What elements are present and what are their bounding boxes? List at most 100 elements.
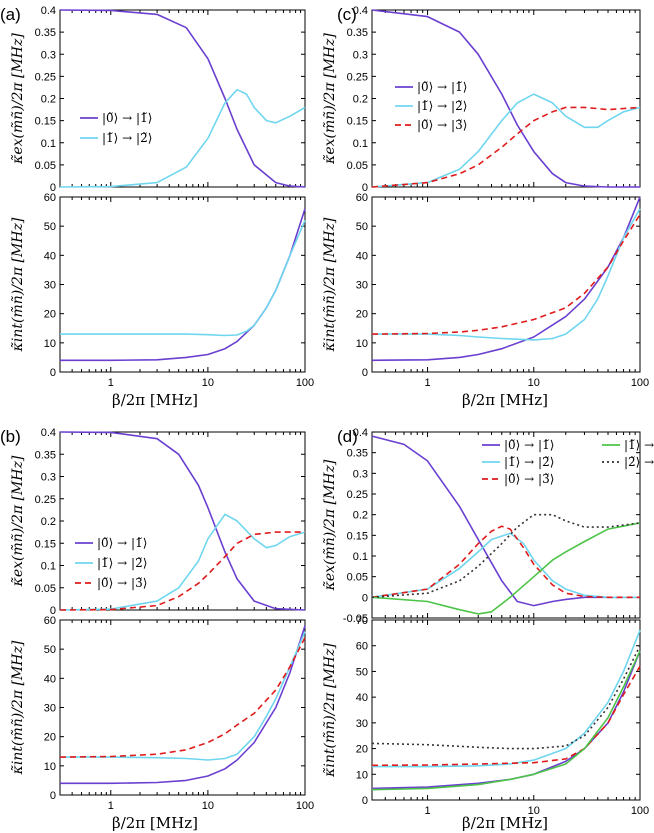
y-tick-label: 0.3 <box>353 49 368 61</box>
y-tick-label: 20 <box>44 309 56 321</box>
y-tick-label: 0.1 <box>353 551 368 563</box>
y-tick-label: 0.35 <box>347 27 368 39</box>
legend-entry-label: |0̃⟩ → |1̃⟩ <box>102 111 152 125</box>
panel-a-top-ylabel: κ̃ex(m̃ñ)/2π [MHz] <box>10 33 26 165</box>
series-line-1-0: |1̃⟩ → |0̃⟩ <box>371 650 641 791</box>
panel-b-xlabel: β/2π [MHz] <box>112 814 198 832</box>
series-line-1-2: |1̃⟩ → |2̃⟩ <box>59 88 306 188</box>
panel-b-top-ylabel: κ̃ex(m̃ñ)/2π [MHz] <box>10 455 26 587</box>
panel-c-bottom-frame <box>371 196 641 373</box>
series-line-0-3: |0̃⟩ → |3̃⟩ <box>59 637 306 758</box>
panel-label-c: (c) <box>337 5 357 24</box>
panel-a-bottom-axes: 0 10 20 30 40 50 60 1 10 100 κ̃int(m̃ñ)/2π [MHz] |0… <box>10 192 314 389</box>
panel-c-top-frame <box>371 9 641 188</box>
legend-entry-label: |1̃⟩ → |2̃⟩ <box>504 455 554 469</box>
panel-d-top-axes: -0.05 0 0.05 0.1 0.15 0.2 0.25 0.3 0.35 0.4 κ̃ex(m… <box>322 427 641 625</box>
series-line-0-1: |0̃⟩ → |1̃⟩ <box>59 431 306 611</box>
series-line-1-0: |1̃⟩ → |0̃⟩ <box>371 522 641 615</box>
y-tick-label: 20 <box>44 732 56 744</box>
y-tick-label: 0.3 <box>41 49 56 61</box>
panel-d-bottom-ylabel: κ̃int(m̃ñ)/2π [MHz] <box>322 643 338 778</box>
y-tick-label: 30 <box>356 280 368 292</box>
x-tick-label: 10 <box>528 377 540 389</box>
series-line-0-3: |0̃⟩ → |3̃⟩ <box>371 106 641 188</box>
panel-a-top-axes: 0 0.05 0.1 0.15 0.2 0.25 0.3 0.35 0.4 κ̃ex(m̃ñ)/2… <box>10 5 306 194</box>
y-tick-label: 0.15 <box>347 530 368 542</box>
x-tick-label: 1 <box>108 377 114 389</box>
series-line-0-1: |0̃⟩ → |1̃⟩ <box>371 9 640 188</box>
legend-entry-label: |1̃⟩ → |2̃⟩ <box>97 556 147 570</box>
y-tick-label: 0.2 <box>41 516 56 528</box>
y-tick-label: 30 <box>356 718 368 730</box>
series-line-1-2: |1̃⟩ → |2̃⟩ <box>60 219 306 337</box>
panel-c-xlabel: β/2π [MHz] <box>462 391 548 409</box>
x-tick-label: 100 <box>631 805 649 817</box>
y-tick-label: 50 <box>44 644 56 656</box>
y-tick-label: 0.2 <box>41 94 56 106</box>
panel-c-legend: |0̃⟩ → |1̃⟩ |1̃⟩ → |2̃⟩ |0̃⟩ → |3̃⟩ <box>395 80 467 132</box>
y-tick-label: 0.25 <box>35 71 56 83</box>
x-tick-label: 10 <box>202 377 214 389</box>
panel-a-bottom-frame <box>59 196 306 373</box>
y-tick-label: 0.05 <box>35 583 56 595</box>
series-line-0-1: |0̃⟩ → |1̃⟩ <box>60 208 306 362</box>
y-tick-label: 50 <box>44 221 56 233</box>
series-line-0-1: |0̃⟩ → |1̃⟩ <box>59 9 306 188</box>
y-tick-label: 0.4 <box>353 427 368 439</box>
panel-a-top-frame <box>59 9 306 188</box>
y-tick-label: 30 <box>44 280 56 292</box>
legend-entry-label: |1̃⟩ → |2̃⟩ <box>102 131 152 145</box>
y-tick-label: 40 <box>356 250 368 262</box>
y-tick-label: 40 <box>44 673 56 685</box>
x-tick-label: 10 <box>202 800 214 812</box>
y-tick-label: 0.35 <box>35 449 56 461</box>
panel-c-top-ylabel: κ̃ex(m̃ñ)/2π [MHz] <box>322 33 338 165</box>
y-tick-label: 0.1 <box>41 561 56 573</box>
panel-b-top-axes: 0 0.05 0.1 0.15 0.2 0.25 0.3 0.35 0.4 κ̃ex(m̃ñ)/2… <box>10 427 306 617</box>
series-line-0-1: |0̃⟩ → |1̃⟩ <box>371 435 640 607</box>
legend-entry-label: |2̃⟩ → |3̃⟩ <box>624 455 654 469</box>
panel-label-a: (a) <box>0 5 21 24</box>
panel-b-legend: |0̃⟩ → |1̃⟩ |1̃⟩ → |2̃⟩ |0̃⟩ → |3̃⟩ <box>75 536 147 590</box>
panel-c-bottom-ylabel: κ̃int(m̃ñ)/2π [MHz] <box>322 217 338 352</box>
panel-b-bottom-axes: 0 10 20 30 40 50 60 1 10 100 κ̃int(m̃ñ)/2π [MHz] |0… <box>10 615 314 812</box>
y-tick-label: 0.05 <box>347 572 368 584</box>
y-tick-label: 0.2 <box>353 510 368 522</box>
series-line-1-2: |1̃⟩ → |2̃⟩ <box>372 630 641 768</box>
y-tick-label: 70 <box>356 615 368 627</box>
y-tick-label: 0 <box>50 605 56 617</box>
y-tick-label: 50 <box>356 666 368 678</box>
series-line-2-3: |2̃⟩ → |3̃⟩ <box>371 645 641 750</box>
legend-entry-label: |0̃⟩ → |3̃⟩ <box>97 576 147 590</box>
legend-entry-label: |1̃⟩ → |2̃⟩ <box>417 99 467 113</box>
panel-d-bottom-frame <box>371 619 641 801</box>
series-line-0-1: |0̃⟩ → |1̃⟩ <box>371 196 641 362</box>
series-line-0-3: |0̃⟩ → |3̃⟩ <box>371 665 641 767</box>
y-tick-label: 0 <box>50 182 56 194</box>
y-tick-label: 10 <box>356 338 368 350</box>
series-line-0-3: |0̃⟩ → |3̃⟩ <box>371 214 641 335</box>
y-tick-label: 0.25 <box>347 489 368 501</box>
y-tick-label: 40 <box>356 692 368 704</box>
series-line-1-2: |1̃⟩ → |2̃⟩ <box>371 532 640 599</box>
series-line-1-2: |1̃⟩ → |2̃⟩ <box>60 631 306 761</box>
series-line-0-1: |0̃⟩ → |1̃⟩ <box>371 650 641 790</box>
x-tick-label: 1 <box>108 800 114 812</box>
y-tick-label: 20 <box>356 744 368 756</box>
x-tick-label: 1 <box>424 377 430 389</box>
y-tick-label: 0 <box>362 367 368 379</box>
series-line-1-2: |1̃⟩ → |2̃⟩ <box>371 93 641 188</box>
y-tick-label: 0 <box>362 592 368 604</box>
legend-entry-label: |0̃⟩ → |3̃⟩ <box>417 118 467 132</box>
y-tick-label: 0.35 <box>35 27 56 39</box>
y-tick-label: 10 <box>44 338 56 350</box>
panel-b-bottom-frame <box>59 619 306 796</box>
panel-a-bottom-ylabel: κ̃int(m̃ñ)/2π [MHz] <box>10 217 26 352</box>
panel-d-bottom-axes: 0 10 20 30 40 50 60 70 1 10 100 κ̃int(m̃ñ)/2π [MHz]… <box>322 615 649 817</box>
y-tick-label: 0.3 <box>353 468 368 480</box>
y-tick-label: 20 <box>356 309 368 321</box>
panel-a-legend: |0̃⟩ → |1̃⟩ |1̃⟩ → |2̃⟩ <box>80 111 152 145</box>
y-tick-label: 0.1 <box>353 138 368 150</box>
y-tick-label: 0 <box>362 182 368 194</box>
panel-b-bottom-ylabel: κ̃int(m̃ñ)/2π [MHz] <box>10 640 26 775</box>
